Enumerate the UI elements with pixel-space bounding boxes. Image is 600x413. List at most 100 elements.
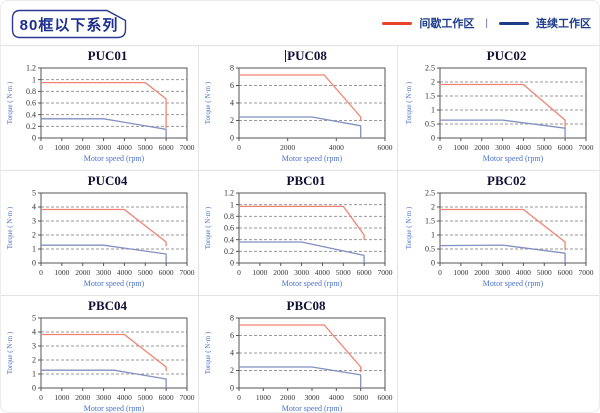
chart-cell-puc02: PUC02 0 0.5 1 1.5 2 2.5 0 1000 2000 3000 4000 5000 6… xyxy=(398,46,599,171)
svg-text:1000: 1000 xyxy=(54,393,69,402)
svg-text:4: 4 xyxy=(230,349,234,358)
svg-text:0.8: 0.8 xyxy=(26,87,36,96)
svg-text:0: 0 xyxy=(237,143,241,152)
svg-text:1.5: 1.5 xyxy=(425,217,435,226)
svg-text:0: 0 xyxy=(237,393,241,402)
x-axis-label: Motor speed (rpm) xyxy=(282,404,343,413)
text-cursor xyxy=(285,50,287,62)
svg-text:0: 0 xyxy=(32,259,36,268)
svg-text:0: 0 xyxy=(230,384,234,393)
chart-plot-puc08: 0 2 4 6 8 0 2000 4000 6000 Torque ( N·m ) Motor sp… xyxy=(202,63,394,166)
x-axis-label: Motor speed (rpm) xyxy=(282,154,343,163)
chart-plot-puc04: 0 1 2 3 4 5 0 1000 2000 3000 4000 5000 6000 7000 Torqu… xyxy=(4,188,196,291)
svg-text:2.5: 2.5 xyxy=(425,64,435,73)
svg-text:1000: 1000 xyxy=(453,143,468,152)
svg-text:4000: 4000 xyxy=(329,143,344,152)
chart-plot-puc02: 0 0.5 1 1.5 2 2.5 0 1000 2000 3000 4000 5000 6000 700… xyxy=(403,63,595,166)
svg-text:1.2: 1.2 xyxy=(224,189,234,198)
svg-text:3000: 3000 xyxy=(495,143,510,152)
chart-cell-puc01: PUC01 0 0.2 0.4 0.6 0.8 1 1.2 0 1000 2000 3000 4000… xyxy=(1,46,199,171)
y-axis-label: Torque ( N·m ) xyxy=(405,81,413,124)
svg-text:6000: 6000 xyxy=(378,393,393,402)
svg-text:5: 5 xyxy=(32,189,36,198)
svg-text:7000: 7000 xyxy=(578,143,593,152)
svg-text:0: 0 xyxy=(431,134,435,143)
chart-title: PBC08 xyxy=(286,298,326,313)
svg-text:4: 4 xyxy=(32,203,36,212)
svg-text:1000: 1000 xyxy=(256,393,271,402)
chart-title: PUC01 xyxy=(87,48,128,63)
svg-text:5: 5 xyxy=(32,314,36,323)
svg-text:5000: 5000 xyxy=(137,393,152,402)
svg-text:2: 2 xyxy=(32,356,36,365)
svg-text:4000: 4000 xyxy=(116,143,131,152)
chart-cell-puc04: PUC04 0 1 2 3 4 5 0 1000 2000 3000 4000 5000 6000 700… xyxy=(1,171,199,296)
svg-text:1000: 1000 xyxy=(54,143,69,152)
svg-text:2: 2 xyxy=(230,116,234,125)
legend-line-continuous-icon xyxy=(499,21,529,25)
svg-text:4000: 4000 xyxy=(315,268,330,277)
svg-text:2: 2 xyxy=(32,231,36,240)
svg-text:1.5: 1.5 xyxy=(425,92,435,101)
svg-text:4000: 4000 xyxy=(116,393,131,402)
svg-text:4000: 4000 xyxy=(116,268,131,277)
svg-text:0: 0 xyxy=(39,268,43,277)
svg-text:6000: 6000 xyxy=(378,143,393,152)
svg-text:1: 1 xyxy=(32,370,36,379)
legend-label-continuous: 连续工作区 xyxy=(536,18,591,30)
svg-text:1: 1 xyxy=(431,231,435,240)
badge-outline-shape xyxy=(11,9,127,39)
chart-cell-pbc02: PBC02 0 0.5 1 1.5 2 2.5 0 1000 2000 3000 4000 5000 6… xyxy=(398,171,599,296)
svg-text:0: 0 xyxy=(431,259,435,268)
svg-text:0: 0 xyxy=(230,134,234,143)
x-axis-label: Motor speed (rpm) xyxy=(282,279,343,288)
x-axis-label: Motor speed (rpm) xyxy=(83,404,144,413)
svg-text:0.4: 0.4 xyxy=(26,110,36,119)
chart-title: PUC04 xyxy=(87,173,128,188)
svg-text:6000: 6000 xyxy=(158,393,173,402)
svg-text:2000: 2000 xyxy=(75,268,90,277)
svg-text:1.2: 1.2 xyxy=(26,64,36,73)
svg-text:2: 2 xyxy=(230,366,234,375)
chart-title: PBC04 xyxy=(88,298,127,313)
svg-text:7000: 7000 xyxy=(378,268,393,277)
svg-text:0.6: 0.6 xyxy=(224,224,234,233)
x-axis-label: Motor speed (rpm) xyxy=(482,154,543,163)
empty-cell xyxy=(398,296,599,412)
chart-plot-pbc01: 0 0.2 0.4 0.6 0.8 1 1.2 0 1000 2000 3000 4000 5000 60… xyxy=(202,188,394,291)
svg-text:1: 1 xyxy=(230,200,234,209)
chart-title: PUC02 xyxy=(486,48,527,63)
svg-text:2000: 2000 xyxy=(280,143,295,152)
y-axis-label: Torque ( N·m ) xyxy=(6,81,14,124)
y-axis-label: Torque ( N·m ) xyxy=(204,206,212,249)
svg-text:0.2: 0.2 xyxy=(224,247,234,256)
svg-text:7000: 7000 xyxy=(179,143,194,152)
chart-plot-pbc04: 0 1 2 3 4 5 0 1000 2000 3000 4000 5000 6000 7000 Torqu… xyxy=(4,313,196,413)
svg-text:7000: 7000 xyxy=(578,268,593,277)
chart-plot-puc01: 0 0.2 0.4 0.6 0.8 1 1.2 0 1000 2000 3000 4000 5000 60… xyxy=(4,63,196,166)
svg-text:0.8: 0.8 xyxy=(224,212,234,221)
svg-text:6: 6 xyxy=(230,81,234,90)
svg-text:0.5: 0.5 xyxy=(425,245,435,254)
chart-title-text: PUC08 xyxy=(287,48,327,63)
y-axis-label: Torque ( N·m ) xyxy=(204,81,212,124)
svg-text:1000: 1000 xyxy=(453,268,468,277)
svg-text:2.5: 2.5 xyxy=(425,189,435,198)
svg-text:0.2: 0.2 xyxy=(26,122,36,131)
svg-text:1000: 1000 xyxy=(54,268,69,277)
svg-text:2000: 2000 xyxy=(273,268,288,277)
svg-text:2000: 2000 xyxy=(474,268,489,277)
chart-plot-pbc02: 0 0.5 1 1.5 2 2.5 0 1000 2000 3000 4000 5000 6000 700… xyxy=(403,188,595,291)
page-header: 80框以下系列 间歇工作区 | 连续工作区 xyxy=(1,1,599,45)
svg-text:3000: 3000 xyxy=(96,143,111,152)
svg-text:3000: 3000 xyxy=(495,268,510,277)
svg-text:5000: 5000 xyxy=(536,143,551,152)
svg-text:2000: 2000 xyxy=(75,143,90,152)
chart-cell-pbc08: PBC08 0 2 4 6 8 0 1000 2000 3000 4000 5000 6000 Torq… xyxy=(199,296,398,413)
svg-text:5000: 5000 xyxy=(336,268,351,277)
svg-text:3000: 3000 xyxy=(96,393,111,402)
svg-text:5000: 5000 xyxy=(137,268,152,277)
svg-text:4000: 4000 xyxy=(515,268,530,277)
svg-text:0: 0 xyxy=(39,393,43,402)
